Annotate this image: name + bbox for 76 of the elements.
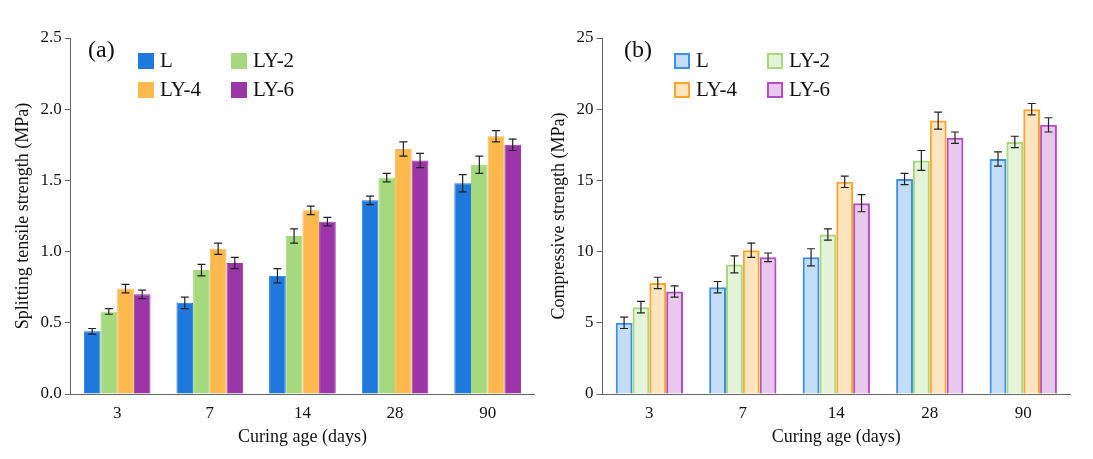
bar: [395, 149, 412, 394]
bar: [319, 221, 336, 394]
bar: [361, 200, 379, 394]
bar: [666, 291, 683, 394]
bar: [632, 307, 650, 394]
bar: [83, 331, 101, 394]
x-axis-title: Curing age (days): [237, 425, 367, 447]
bar: [285, 235, 303, 394]
bar: [302, 210, 320, 394]
bar: [269, 275, 286, 394]
legend-label: LY-6: [253, 77, 295, 102]
x-tick-label: 90: [1014, 402, 1032, 422]
x-tick-label: 3: [112, 402, 122, 422]
legend-label: L: [160, 48, 173, 73]
x-tick-label: 90: [479, 402, 497, 422]
bar: [836, 181, 854, 394]
x-tick-label: 28: [921, 402, 939, 422]
bar: [896, 178, 913, 394]
x-tick-label: 28: [386, 402, 404, 422]
bar: [1023, 109, 1041, 394]
bar: [454, 183, 472, 394]
y-axis-title: Compressive strength (MPa): [547, 112, 569, 320]
bar: [133, 294, 151, 394]
bar: [725, 264, 743, 394]
y-tick-label: 20: [576, 98, 594, 118]
bar: [853, 203, 870, 394]
bar: [1006, 141, 1024, 394]
bar: [929, 120, 947, 394]
y-tick-label: 1.0: [40, 241, 62, 261]
y-tick-label: 25: [576, 27, 594, 47]
bar: [819, 234, 837, 394]
bar: [378, 177, 396, 394]
legend-label: LY-4: [160, 77, 202, 102]
y-tick-label: 5: [585, 312, 594, 332]
bar: [912, 160, 930, 394]
x-tick-label: 7: [738, 402, 748, 422]
bar: [226, 262, 244, 394]
annotation: (b): [624, 36, 652, 63]
bar: [100, 311, 118, 394]
legend-label: L: [696, 48, 709, 73]
bar: [1040, 124, 1057, 394]
legend-label: LY-4: [696, 77, 738, 102]
bar: [709, 287, 726, 394]
y-tick-label: 0: [585, 383, 594, 403]
annotation: (a): [88, 36, 115, 63]
bar: [117, 288, 134, 394]
bar: [759, 257, 777, 394]
y-tick-label: 0.0: [40, 383, 62, 403]
bar: [176, 302, 194, 394]
bar: [193, 270, 210, 394]
bar: [615, 322, 633, 394]
legend-label: LY-6: [789, 77, 831, 102]
bar: [802, 257, 820, 394]
bar: [504, 144, 522, 394]
legend-label: LY-2: [253, 48, 295, 73]
bar: [649, 282, 667, 394]
bar: [989, 159, 1007, 394]
bar: [742, 250, 760, 394]
bar: [471, 164, 488, 394]
y-axis-title: Splitting tensile strength (MPa): [11, 102, 33, 330]
y-tick-label: 2.0: [40, 98, 62, 118]
y-tick-label: 1.5: [40, 169, 62, 189]
legend-label: LY-2: [789, 48, 831, 73]
y-tick-label: 2.5: [40, 27, 62, 47]
x-tick-label: 7: [205, 402, 215, 422]
bar: [487, 136, 505, 394]
bar: [411, 160, 429, 394]
x-axis-title: Curing age (days): [771, 425, 901, 447]
x-tick-label: 14: [827, 402, 846, 422]
y-tick-label: 10: [576, 241, 594, 261]
x-tick-label: 3: [645, 402, 654, 422]
bar: [209, 248, 227, 394]
x-tick-label: 14: [293, 402, 312, 422]
y-tick-label: 15: [576, 169, 594, 189]
bar: [946, 137, 964, 394]
y-tick-label: 0.5: [40, 312, 62, 332]
